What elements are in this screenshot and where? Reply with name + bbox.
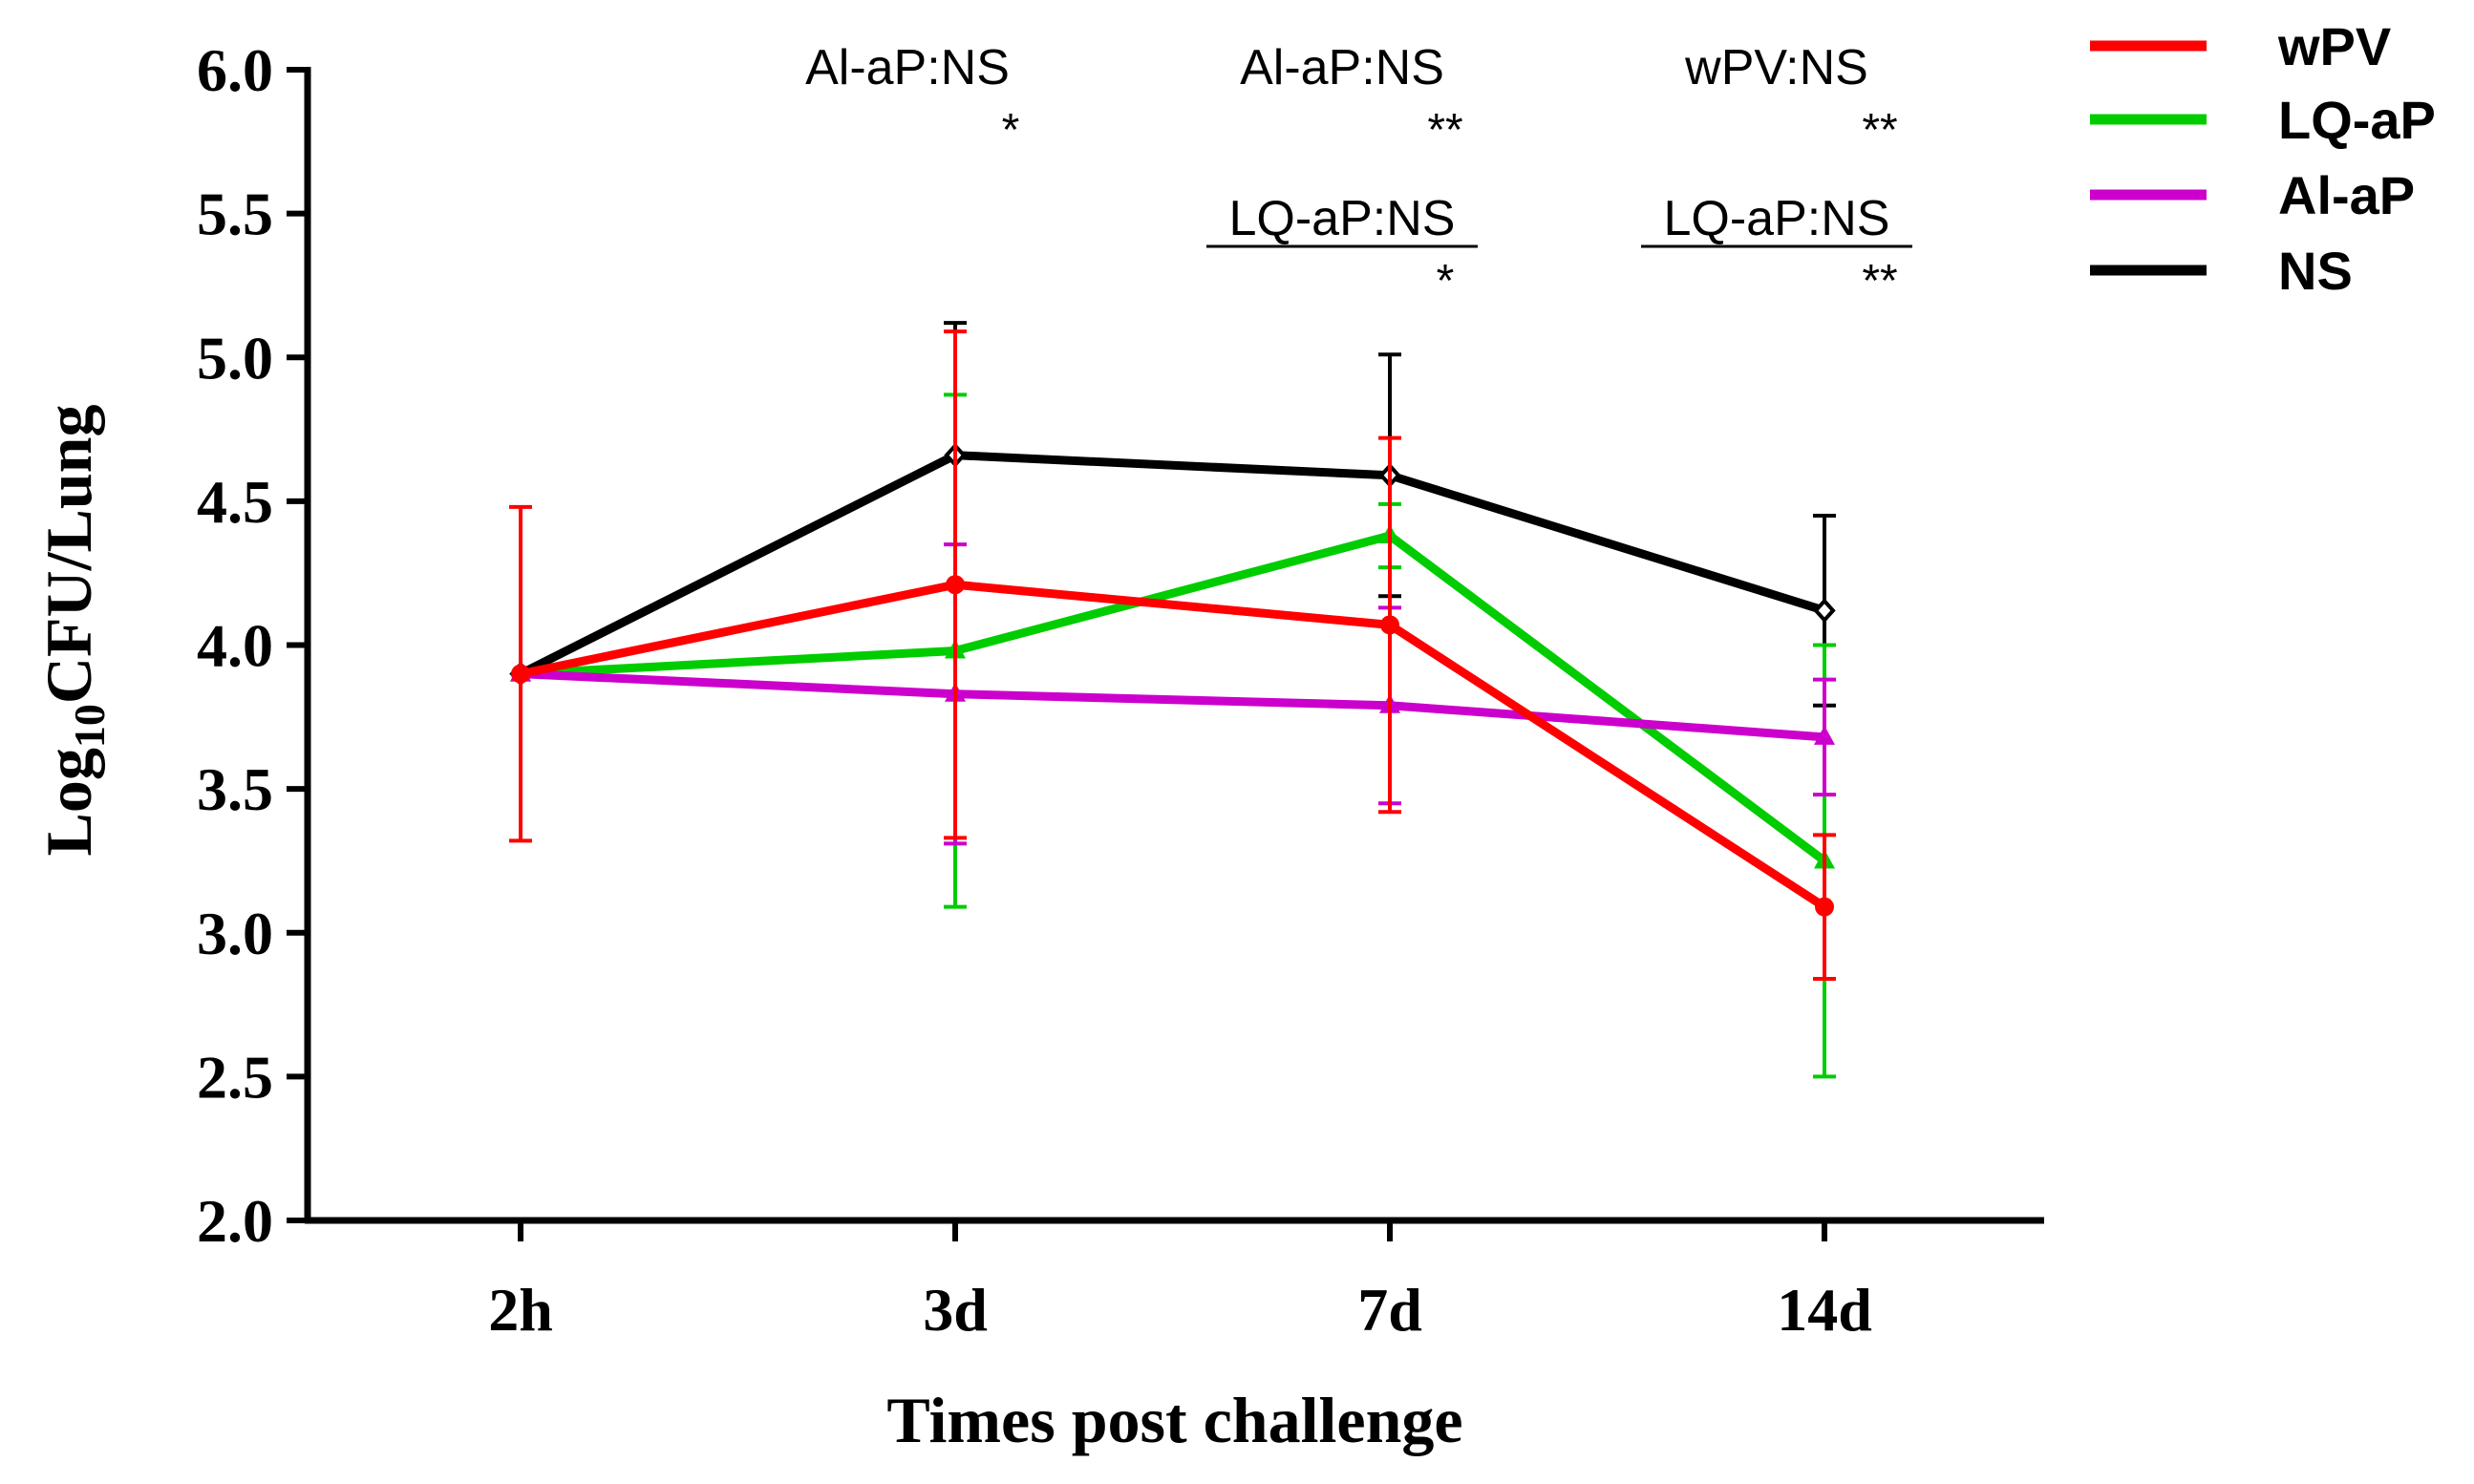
annotation-label: wPV:NS <box>1684 40 1868 95</box>
legend-label: Al-aP <box>2278 165 2415 225</box>
series-line <box>520 531 1827 865</box>
x-axis-title: Times post challenge <box>886 1384 1462 1456</box>
y-tick-label: 2.5 <box>197 1043 273 1111</box>
significance-stars: ** <box>1862 105 1897 156</box>
legend-label: wPV <box>2277 16 2391 76</box>
series-line <box>520 580 1827 911</box>
y-axis-title-rest: CFU/Lung <box>32 405 105 705</box>
legend: wPV LQ-aP Al-aP NS <box>2090 16 2436 301</box>
y-tick-label: 3.0 <box>197 900 273 967</box>
legend-item-lq-ap: LQ-aP <box>2090 90 2436 150</box>
data-point <box>1815 897 1834 917</box>
axes: 2.0 2.5 3.0 3.5 4.0 4.5 5.0 5.5 6.0 2h 3d 7d 14d <box>197 36 2044 1344</box>
series-layer <box>509 321 1836 1079</box>
legend-label: LQ-aP <box>2278 90 2436 150</box>
annotations: Al-aP:NS * Al-aP:NS ** LQ-aP:NS * wPV:NS ** LQ-a… <box>805 40 1912 307</box>
x-tick-label: 3d <box>923 1276 988 1344</box>
y-axis-title-subscript: 10 <box>65 704 114 748</box>
series-ns <box>509 321 1836 708</box>
y-tick-label: 2.0 <box>197 1187 273 1255</box>
series-wpv <box>509 329 1836 981</box>
annotation-label: LQ-aP:NS <box>1664 191 1890 246</box>
legend-item-al-ap: Al-aP <box>2090 165 2415 225</box>
series-lq-ap <box>510 392 1836 1079</box>
data-point <box>1814 725 1835 745</box>
annotation-label: LQ-aP:NS <box>1229 191 1456 246</box>
data-point <box>511 664 530 684</box>
y-tick-label: 4.0 <box>197 612 273 680</box>
y-tick-label: 3.5 <box>197 755 273 823</box>
data-point <box>946 575 965 595</box>
legend-label: NS <box>2278 241 2353 301</box>
x-tick-label: 2h <box>488 1276 553 1344</box>
data-point <box>1380 615 1399 635</box>
y-tick-label: 6.0 <box>197 36 273 104</box>
y-tick-label: 5.5 <box>197 180 273 248</box>
y-axis-title-main: Log <box>32 748 105 856</box>
legend-item-ns: NS <box>2090 241 2353 301</box>
annotation-label: Al-aP:NS <box>1240 40 1444 95</box>
y-tick-label: 4.5 <box>197 468 273 536</box>
series-line <box>520 669 1825 742</box>
y-axis-title: Log10CFU/Lung <box>32 405 114 857</box>
legend-item-wpv: wPV <box>2090 16 2391 76</box>
y-tick-label: 5.0 <box>197 324 273 392</box>
significance-stars: * <box>1002 105 1020 156</box>
x-tick-label: 14d <box>1777 1276 1872 1344</box>
significance-stars: ** <box>1862 256 1897 307</box>
x-tick-label: 7d <box>1357 1276 1422 1344</box>
annotation-label: Al-aP:NS <box>805 40 1010 95</box>
significance-stars: * <box>1437 256 1455 307</box>
series-line <box>518 451 1826 678</box>
data-point <box>1813 598 1836 624</box>
significance-stars: ** <box>1427 105 1462 156</box>
